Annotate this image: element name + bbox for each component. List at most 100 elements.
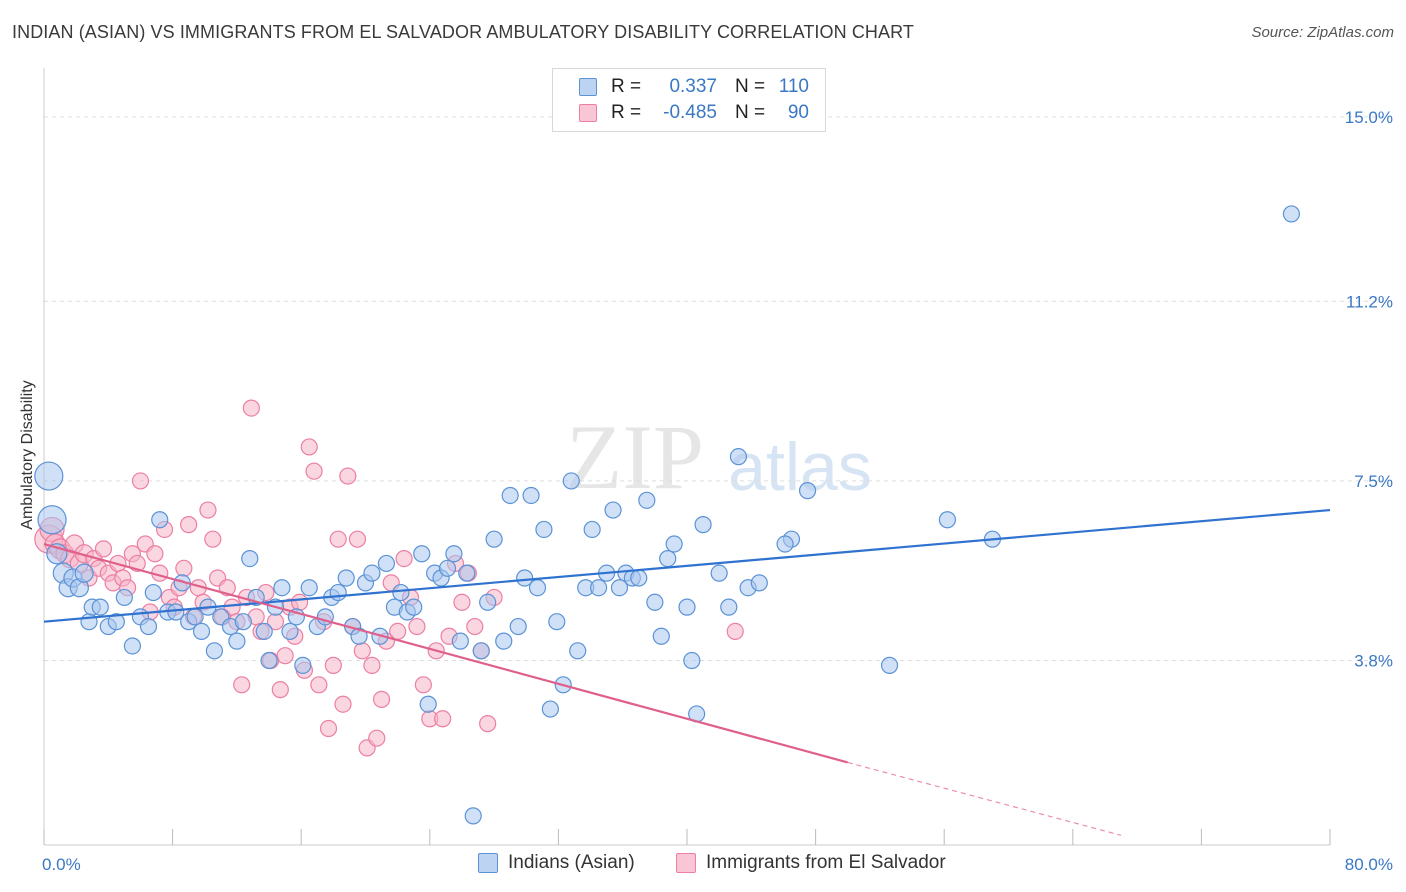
legend-row-el-salvador: R = -0.485 N = 90: [579, 100, 809, 126]
x-tick-label: 0.0%: [42, 855, 81, 874]
legend-swatch-blue: [579, 78, 597, 96]
data-point: [659, 549, 677, 568]
data-point: [180, 516, 198, 534]
data-point: [583, 520, 601, 539]
series-legend: Indians (Asian) Immigrants from El Salva…: [0, 852, 1406, 878]
data-point: [438, 559, 457, 577]
data-point: [271, 681, 289, 699]
watermark: ZIP atlas: [566, 406, 872, 508]
data-point: [363, 564, 381, 582]
data-point: [329, 530, 347, 548]
axes: [43, 68, 1331, 846]
data-point: [233, 676, 251, 694]
data-point: [451, 632, 469, 650]
data-point: [242, 399, 260, 417]
data-point: [541, 700, 559, 718]
data-point: [458, 564, 476, 582]
data-point: [260, 651, 278, 670]
data-point: [638, 491, 656, 509]
data-point: [151, 511, 169, 529]
data-point: [665, 535, 683, 553]
data-point: [310, 676, 328, 694]
data-point: [107, 613, 125, 631]
data-point: [281, 622, 299, 641]
data-point: [305, 462, 323, 480]
data-point: [339, 467, 357, 485]
data-point: [205, 642, 223, 660]
data-point: [34, 461, 64, 491]
data-point: [509, 617, 527, 636]
data-point: [453, 593, 471, 611]
data-point: [234, 613, 252, 631]
data-point: [91, 598, 109, 616]
data-point: [337, 569, 355, 587]
data-point: [115, 588, 133, 607]
data-point: [630, 569, 648, 587]
legend-r-label: R =: [611, 76, 642, 97]
data-point: [569, 642, 587, 660]
data-point: [495, 632, 513, 650]
data-point: [324, 656, 342, 674]
trend-line-el-salvador-extrapolated: [847, 761, 1122, 836]
data-point: [548, 613, 566, 631]
data-point: [535, 520, 553, 539]
data-point: [273, 579, 291, 597]
data-point: [683, 651, 701, 670]
data-point: [880, 656, 899, 674]
data-point: [94, 540, 113, 558]
legend-swatch-pink: [579, 104, 597, 122]
data-point: [516, 569, 534, 587]
data-point: [678, 598, 696, 616]
data-point: [146, 545, 164, 563]
data-point: [434, 710, 452, 728]
data-point: [241, 549, 259, 568]
data-point: [652, 627, 670, 645]
legend-n-label: N =: [735, 102, 766, 123]
data-point: [389, 622, 407, 641]
data-point: [350, 627, 368, 645]
data-point: [353, 642, 371, 660]
data-point: [413, 545, 431, 563]
chart-title: INDIAN (ASIAN) VS IMMIGRANTS FROM EL SAL…: [12, 22, 915, 42]
legend-r-value: 0.337: [669, 76, 717, 97]
legend-r-label: R =: [611, 102, 642, 123]
data-point: [175, 559, 193, 577]
data-point: [610, 579, 629, 597]
y-tick-label: 3.8%: [1354, 652, 1393, 671]
data-point: [776, 535, 794, 553]
data-point: [131, 472, 150, 490]
data-point: [798, 482, 817, 500]
data-point: [348, 530, 367, 548]
data-point: [123, 637, 142, 655]
data-point: [368, 729, 386, 747]
y-tick-label: 15.0%: [1345, 108, 1393, 127]
data-point: [319, 719, 338, 738]
data-point: [290, 593, 309, 611]
watermark-zip: ZIP: [566, 406, 704, 508]
chart-source: Source: ZipAtlas.com: [1251, 24, 1394, 41]
series-swatch-pink: [676, 853, 696, 873]
data-point: [372, 690, 391, 708]
data-point: [720, 598, 738, 616]
data-point: [192, 622, 211, 641]
data-point: [204, 530, 222, 548]
data-point: [408, 617, 426, 636]
legend-n-value: 110: [778, 76, 809, 97]
correlation-legend: R = 0.337 N = 110 R = -0.485 N = 90: [552, 68, 826, 132]
series-legend-el-salvador: Immigrants from El Salvador: [676, 852, 946, 874]
x-tick-label: 80.0%: [1345, 855, 1393, 874]
legend-row-indians: R = 0.337 N = 110: [579, 74, 809, 100]
data-point: [472, 642, 490, 660]
series-label-indians: Indians (Asian): [508, 852, 635, 873]
data-point: [139, 617, 158, 636]
data-point: [485, 530, 503, 548]
trend-lines: [43, 508, 1331, 836]
data-point: [419, 695, 437, 713]
data-point: [750, 574, 768, 592]
series-points-indians: [34, 205, 1301, 825]
data-point: [445, 545, 463, 563]
data-point: [329, 583, 347, 602]
data-point: [300, 438, 318, 456]
data-point: [228, 632, 246, 650]
